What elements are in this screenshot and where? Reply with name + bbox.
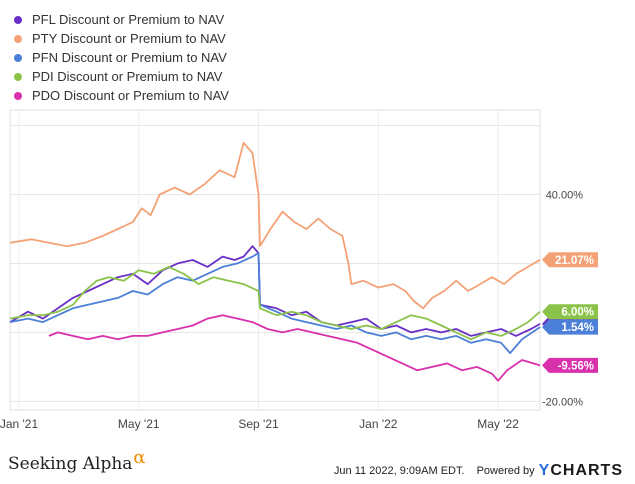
end-value-label: 6.00% xyxy=(561,307,594,319)
legend-swatch xyxy=(14,72,22,81)
end-value-badge xyxy=(542,357,598,373)
y-tick-label: 40.00% xyxy=(546,189,584,201)
legend-label: PTY Discount or Premium to NAV xyxy=(32,31,226,46)
ycharts-y-mark: Y xyxy=(538,462,551,479)
x-tick-label: Jan '21 xyxy=(0,417,38,431)
seeking-alpha-logo: Seeking Alphaα xyxy=(8,447,146,474)
legend-label: PDO Discount or Premium to NAV xyxy=(32,88,229,103)
legend-item[interactable]: PTY Discount or Premium to NAV xyxy=(14,29,229,48)
legend-swatch xyxy=(14,53,22,62)
x-tick-label: May '21 xyxy=(118,417,160,431)
x-tick-label: Jan '22 xyxy=(359,417,398,431)
y-tick-label: -20.00% xyxy=(542,396,583,408)
powered-by-label: Powered by xyxy=(476,465,535,477)
end-value-label: 21.07% xyxy=(555,255,594,267)
legend-swatch xyxy=(14,34,22,43)
legend-item[interactable]: PFL Discount or Premium to NAV xyxy=(14,10,229,29)
x-tick-label: Sep '21 xyxy=(238,417,279,431)
end-value-badge xyxy=(542,319,598,335)
legend-item[interactable]: PFN Discount or Premium to NAV xyxy=(14,48,229,67)
x-tick-label: May '22 xyxy=(477,417,519,431)
timestamp: Jun 11 2022, 9:09AM EDT. xyxy=(333,465,465,477)
brand-text: Seeking Alpha xyxy=(8,454,133,474)
legend-label: PDI Discount or Premium to NAV xyxy=(32,69,223,84)
footer-info: Jun 11 2022, 9:09AM EDT. Powered by YCHA… xyxy=(334,462,623,480)
legend-swatch xyxy=(14,91,22,100)
axes: Jan '21 May '21 Sep '21 Jan '22 May '22 40.00… xyxy=(0,189,583,431)
alpha-symbol: α xyxy=(133,447,146,468)
series-line xyxy=(9,266,541,341)
end-value-label: 1.54% xyxy=(561,322,594,334)
legend-label: PFN Discount or Premium to NAV xyxy=(32,50,227,65)
end-value-badge xyxy=(542,304,598,320)
end-value-badge xyxy=(542,252,598,268)
series-line xyxy=(48,314,541,382)
end-value-label: -9.56% xyxy=(558,360,594,372)
legend-item[interactable]: PDI Discount or Premium to NAV xyxy=(14,67,229,86)
ycharts-wordmark: CHARTS xyxy=(550,462,623,479)
series-line xyxy=(9,245,541,337)
legend-swatch xyxy=(14,15,22,24)
series-line xyxy=(9,252,541,354)
end-labels: 2.48%21.07%1.54%6.00%-9.56% xyxy=(542,252,598,373)
series-line xyxy=(9,141,541,310)
chart: Jan '21 May '21 Sep '21 Jan '22 May '22 40.00… xyxy=(0,109,598,431)
ycharts-logo: YCHARTS xyxy=(539,462,623,480)
legend: PFL Discount or Premium to NAV PTY Discou… xyxy=(14,10,229,105)
series-lines xyxy=(9,141,541,382)
grid xyxy=(9,109,541,411)
legend-label: PFL Discount or Premium to NAV xyxy=(32,12,225,27)
legend-item[interactable]: PDO Discount or Premium to NAV xyxy=(14,86,229,105)
plot-frame xyxy=(9,109,541,411)
